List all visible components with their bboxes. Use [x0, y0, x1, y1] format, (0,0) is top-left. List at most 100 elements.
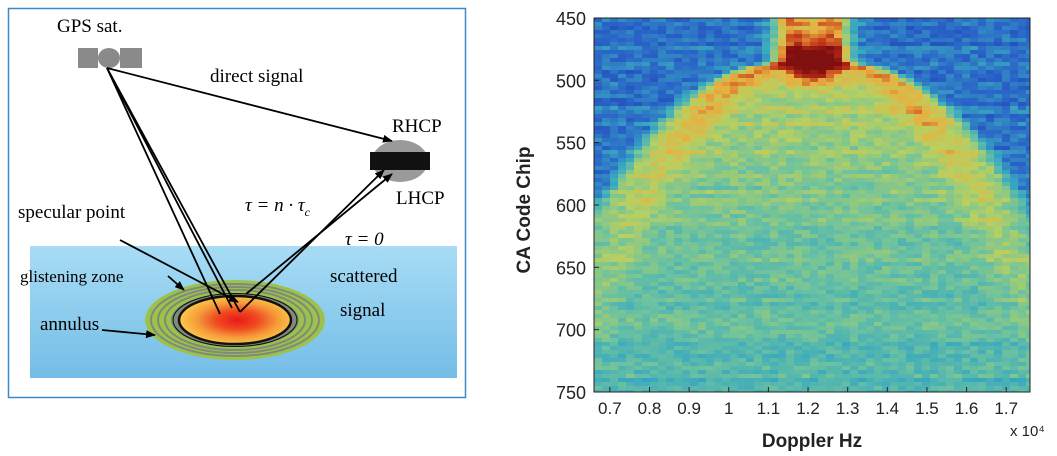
heatmap-cell: [722, 302, 731, 307]
heatmap-cell: [794, 258, 803, 263]
heatmap-cell: [658, 146, 667, 151]
heatmap-cell: [778, 294, 787, 299]
heatmap-cell: [778, 258, 787, 263]
heatmap-cell: [874, 182, 883, 187]
heatmap-cell: [882, 326, 891, 331]
heatmap-cell: [794, 34, 803, 39]
heatmap-cell: [882, 166, 891, 171]
heatmap-cell: [602, 270, 611, 275]
heatmap-cell: [682, 338, 691, 343]
heatmap-cell: [754, 370, 763, 375]
heatmap-cell: [802, 210, 811, 215]
heatmap-cell: [762, 70, 771, 75]
heatmap-cell: [818, 126, 827, 131]
heatmap-cell: [626, 98, 635, 103]
heatmap-cell: [642, 334, 651, 339]
heatmap-cell: [914, 46, 923, 51]
heatmap-cell: [874, 50, 883, 55]
heatmap-cell: [818, 26, 827, 31]
heatmap-cell: [938, 298, 947, 303]
heatmap-cell: [594, 366, 603, 371]
heatmap-cell: [890, 322, 899, 327]
heatmap-cell: [714, 150, 723, 155]
heatmap-cell: [970, 290, 979, 295]
heatmap-cells: [594, 18, 1031, 393]
heatmap-cell: [634, 254, 643, 259]
heatmap-cell: [914, 162, 923, 167]
heatmap-cell: [850, 262, 859, 267]
heatmap-cell: [706, 234, 715, 239]
heatmap-cell: [922, 358, 931, 363]
heatmap-cell: [690, 218, 699, 223]
heatmap-cell: [978, 170, 987, 175]
heatmap-cell: [602, 94, 611, 99]
heatmap-cell: [682, 26, 691, 31]
heatmap-cell: [602, 126, 611, 131]
heatmap-cell: [602, 266, 611, 271]
gps-label: GPS sat.: [57, 16, 122, 37]
heatmap-cell: [674, 134, 683, 139]
heatmap-cell: [674, 206, 683, 211]
heatmap-cell: [994, 174, 1003, 179]
heatmap-cell: [922, 142, 931, 147]
heatmap-cell: [810, 326, 819, 331]
heatmap-cell: [642, 118, 651, 123]
heatmap-cell: [874, 298, 883, 303]
heatmap-cell: [682, 170, 691, 175]
heatmap-cell: [858, 66, 867, 71]
heatmap-cell: [682, 190, 691, 195]
heatmap-cell: [594, 178, 603, 183]
heatmap-cell: [778, 274, 787, 279]
heatmap-cell: [714, 138, 723, 143]
heatmap-cell: [930, 26, 939, 31]
heatmap-cell: [834, 286, 843, 291]
heatmap-cell: [770, 342, 779, 347]
heatmap-cell: [626, 78, 635, 83]
heatmap-cell: [810, 138, 819, 143]
heatmap-cell: [1002, 242, 1011, 247]
heatmap-cell: [874, 138, 883, 143]
heatmap-cell: [914, 286, 923, 291]
heatmap-cell: [786, 342, 795, 347]
heatmap-cell: [890, 326, 899, 331]
heatmap-cell: [930, 298, 939, 303]
heatmap-cell: [858, 106, 867, 111]
heatmap-cell: [810, 350, 819, 355]
heatmap-cell: [650, 366, 659, 371]
heatmap-cell: [890, 38, 899, 43]
heatmap-cell: [850, 94, 859, 99]
heatmap-cell: [610, 354, 619, 359]
heatmap-cell: [658, 246, 667, 251]
heatmap-cell: [1002, 190, 1011, 195]
heatmap-cell: [986, 286, 995, 291]
heatmap-cell: [882, 338, 891, 343]
heatmap-cell: [698, 374, 707, 379]
heatmap-cell: [762, 350, 771, 355]
heatmap-cell: [762, 166, 771, 171]
heatmap-cell: [810, 330, 819, 335]
heatmap-cell: [922, 246, 931, 251]
heatmap-cell: [618, 38, 627, 43]
heatmap-cell: [954, 350, 963, 355]
heatmap-cell: [658, 194, 667, 199]
heatmap-cell: [618, 322, 627, 327]
heatmap-cell: [858, 270, 867, 275]
heatmap-cell: [914, 214, 923, 219]
heatmap-cell: [922, 62, 931, 67]
heatmap-cell: [634, 330, 643, 335]
heatmap-cell: [1026, 214, 1031, 219]
heatmap-cell: [930, 334, 939, 339]
heatmap-cell: [818, 114, 827, 119]
heatmap-cell: [866, 134, 875, 139]
heatmap-cell: [1018, 278, 1027, 283]
heatmap-cell: [914, 110, 923, 115]
heatmap-cell: [762, 178, 771, 183]
heatmap-cell: [778, 214, 787, 219]
heatmap-cell: [1026, 18, 1031, 23]
heatmap-cell: [642, 298, 651, 303]
heatmap-cell: [682, 366, 691, 371]
heatmap-cell: [730, 74, 739, 79]
heatmap-cell: [898, 214, 907, 219]
heatmap-cell: [850, 302, 859, 307]
heatmap-cell: [634, 346, 643, 351]
